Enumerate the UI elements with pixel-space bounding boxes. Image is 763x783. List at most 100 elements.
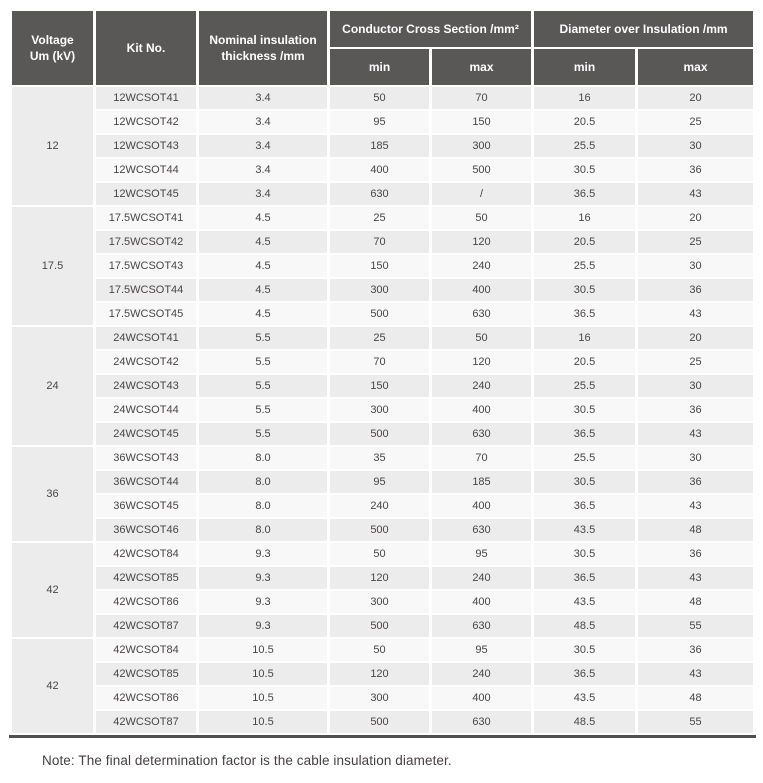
header-row-groups: Voltage Um (kV) Kit No. Nominal insulati… <box>12 11 754 85</box>
table-row: 36WCSOT44 8.0 95 185 30.5 36 <box>12 471 754 493</box>
thickness-cell: 3.4 <box>199 183 327 205</box>
dia-max-cell: 36 <box>638 279 754 301</box>
kit-no-cell: 42WCSOT85 <box>96 567 196 589</box>
thickness-cell: 4.5 <box>199 279 327 301</box>
table-row: 12WCSOT45 3.4 630/36.5 43 <box>12 183 754 205</box>
ccs-min-cell: 400 <box>330 159 429 181</box>
dia-min-cell: 36.5 <box>534 303 635 325</box>
dia-min-cell: 16 <box>534 87 635 109</box>
ccs-min-cell: 630 <box>330 183 429 205</box>
header-row-minmax: min max min max <box>12 49 754 85</box>
thickness-cell: 5.5 <box>199 399 327 421</box>
table-row: 12WCSOT42 3.4 95 150 20.5 25 <box>12 111 754 133</box>
dia-max-cell: 25 <box>638 351 754 373</box>
ccs-min-cell: 150 <box>330 375 429 397</box>
dia-min-cell: 48.5 <box>534 711 635 733</box>
thickness-cell: 3.4 <box>199 87 327 109</box>
thickness-cell: 9.3 <box>199 543 327 565</box>
ccs-max-cell: 630 <box>432 711 531 733</box>
thickness-cell: 4.5 <box>199 255 327 277</box>
ccs-min-cell: 70 <box>330 231 429 253</box>
dia-min-cell: 20.5 <box>534 111 635 133</box>
ccs-max-cell: 70 <box>432 87 531 109</box>
table-row: 42WCSOT86 10.5 300 400 43.5 48 <box>12 687 754 709</box>
dia-min-cell: 16 <box>534 207 635 229</box>
voltage-group-cell: 17.5 <box>12 207 93 325</box>
thickness-cell: 8.0 <box>199 471 327 493</box>
ccs-min-cell: 35 <box>330 447 429 469</box>
thickness-cell: 10.5 <box>199 687 327 709</box>
dia-min-cell: 36.5 <box>534 567 635 589</box>
kit-no-cell: 42WCSOT84 <box>96 639 196 661</box>
dia-max-cell: 36 <box>638 471 754 493</box>
kit-no-cell: 36WCSOT45 <box>96 495 196 517</box>
dia-min-cell: 36.5 <box>534 663 635 685</box>
dia-max-cell: 36 <box>638 639 754 661</box>
kit-no-cell: 36WCSOT46 <box>96 519 196 541</box>
thickness-cell: 3.4 <box>199 135 327 157</box>
kit-no-cell: 17.5WCSOT43 <box>96 255 196 277</box>
dia-max-cell: 36 <box>638 159 754 181</box>
kit-no-cell: 24WCSOT44 <box>96 399 196 421</box>
ccs-max-cell: 300 <box>432 135 531 157</box>
thickness-cell: 4.5 <box>199 231 327 253</box>
table-row: 42WCSOT85 9.3 120 240 36.5 43 <box>12 567 754 589</box>
table-row: 42 42WCSOT84 10.5 50 95 30.5 36 <box>12 639 754 733</box>
spec-table-wrap: Voltage Um (kV) Kit No. Nominal insulati… <box>9 9 756 738</box>
thickness-cell: 8.0 <box>199 495 327 517</box>
dia-max-cell: 30 <box>638 447 754 469</box>
dia-max-cell: 36 <box>638 543 754 565</box>
thickness-cell: 5.5 <box>199 375 327 397</box>
dia-max-cell: 30 <box>638 255 754 277</box>
table-header: Voltage Um (kV) Kit No. Nominal insulati… <box>12 11 754 85</box>
dia-max-cell: 30 <box>638 375 754 397</box>
dia-min-cell: 36.5 <box>534 183 635 205</box>
ccs-max-cell: 400 <box>432 279 531 301</box>
ccs-min-cell: 25 <box>330 327 429 349</box>
thickness-cell: 3.4 <box>199 111 327 133</box>
ccs-max-cell: 240 <box>432 567 531 589</box>
dia-min-cell: 30.5 <box>534 399 635 421</box>
thickness-cell: 5.5 <box>199 327 327 349</box>
dia-min-cell: 30.5 <box>534 471 635 493</box>
table-row: 36WCSOT46 8.0 500 630 43.5 48 <box>12 519 754 541</box>
ccs-max-cell: 240 <box>432 663 531 685</box>
ccs-min-cell: 500 <box>330 519 429 541</box>
dia-max-cell: 55 <box>638 615 754 637</box>
dia-max-cell: 43 <box>638 303 754 325</box>
thickness-cell: 4.5 <box>199 207 327 229</box>
table-row: 36WCSOT45 8.0 240 400 36.5 43 <box>12 495 754 517</box>
voltage-group-cell: 36 <box>12 447 93 541</box>
dia-max-cell: 43 <box>638 495 754 517</box>
dia-min-cell: 20.5 <box>534 231 635 253</box>
dia-max-cell: 48 <box>638 519 754 541</box>
thickness-cell: 10.5 <box>199 663 327 685</box>
kit-no-cell: 12WCSOT43 <box>96 135 196 157</box>
ccs-min-cell: 500 <box>330 711 429 733</box>
ccs-max-cell: 630 <box>432 423 531 445</box>
ccs-max-cell: 630 <box>432 519 531 541</box>
dia-min-cell: 25.5 <box>534 255 635 277</box>
ccs-max-cell: 240 <box>432 255 531 277</box>
ccs-max-cell: 630 <box>432 615 531 637</box>
dia-max-header: max <box>638 49 754 85</box>
dia-min-cell: 43.5 <box>534 687 635 709</box>
nominal-thickness-header: Nominal insulation thickness /mm <box>199 11 327 85</box>
kit-no-cell: 42WCSOT87 <box>96 615 196 637</box>
kit-no-cell: 24WCSOT42 <box>96 351 196 373</box>
voltage-group-cell: 12 <box>12 87 93 205</box>
ccs-min-cell: 120 <box>330 567 429 589</box>
dia-max-cell: 48 <box>638 687 754 709</box>
dia-min-cell: 48.5 <box>534 615 635 637</box>
dia-max-cell: 43 <box>638 183 754 205</box>
dia-max-cell: 20 <box>638 327 754 349</box>
ccs-max-cell: 500 <box>432 159 531 181</box>
ccs-min-cell: 95 <box>330 471 429 493</box>
dia-min-cell: 25.5 <box>534 375 635 397</box>
thickness-cell: 9.3 <box>199 615 327 637</box>
conductor-cross-section-header: Conductor Cross Section /mm² <box>330 11 531 47</box>
dia-max-cell: 43 <box>638 423 754 445</box>
table-row: 42WCSOT87 10.5 500 630 48.5 55 <box>12 711 754 733</box>
table-row: 17.5WCSOT44 4.5 300 400 30.5 36 <box>12 279 754 301</box>
